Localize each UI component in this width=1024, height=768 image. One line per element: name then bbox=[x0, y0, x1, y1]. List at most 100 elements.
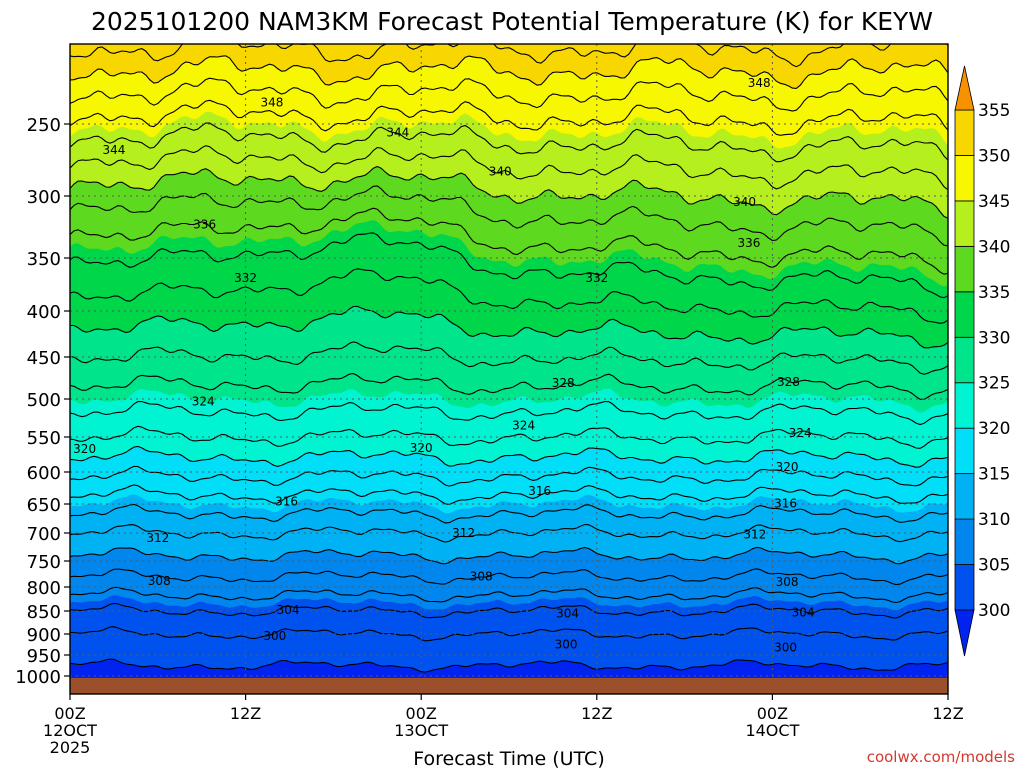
colorbar-band bbox=[954, 518, 975, 565]
contour-label: 324 bbox=[192, 394, 215, 408]
colorbar-band bbox=[954, 109, 975, 156]
contour-label: 324 bbox=[789, 426, 812, 440]
contour-line-340 bbox=[70, 165, 948, 219]
colorbar-label: 305 bbox=[978, 556, 1010, 576]
contour-label: 316 bbox=[528, 484, 551, 498]
contour-label: 336 bbox=[738, 236, 761, 250]
colorbar-band bbox=[954, 155, 975, 202]
contour-line-346 bbox=[70, 99, 948, 136]
y-tick-label: 350 bbox=[27, 249, 61, 270]
y-tick-label: 250 bbox=[27, 115, 61, 136]
contour-label: 300 bbox=[263, 629, 286, 643]
contour-line-308 bbox=[70, 568, 948, 586]
contour-label: 332 bbox=[585, 271, 608, 285]
colorbar-label: 335 bbox=[978, 283, 1010, 303]
contour-line-352 bbox=[70, 44, 948, 68]
colorbar-band bbox=[954, 427, 975, 475]
contour-label: 316 bbox=[774, 496, 797, 510]
contour-label: 304 bbox=[277, 603, 300, 617]
contour-line-314 bbox=[70, 503, 948, 524]
x-tick-label: 13OCT bbox=[394, 721, 448, 740]
contour-line-302 bbox=[70, 626, 948, 642]
contour-label: 320 bbox=[776, 460, 799, 474]
x-tick-label: 12Z bbox=[932, 704, 963, 723]
contour-label: 312 bbox=[146, 531, 169, 545]
contour-label: 328 bbox=[777, 375, 800, 389]
x-tick-label: 12Z bbox=[230, 704, 261, 723]
colorbar-band bbox=[954, 245, 975, 293]
y-tick-label: 550 bbox=[27, 428, 61, 449]
contour-line-342 bbox=[70, 145, 948, 191]
x-tick-label: 00Z bbox=[757, 704, 788, 723]
contour-line-316 bbox=[70, 484, 948, 505]
x-tick-label: 00Z bbox=[54, 704, 85, 723]
contour-line-300 bbox=[70, 658, 948, 673]
colorbar-label: 345 bbox=[978, 192, 1010, 212]
x-axis-label: Forecast Time (UTC) bbox=[413, 748, 604, 768]
contour-line-350 bbox=[70, 55, 948, 89]
x-tick-label: 12Z bbox=[581, 704, 612, 723]
colorbar-band bbox=[954, 382, 975, 429]
y-tick-label: 950 bbox=[27, 646, 61, 667]
colorbar-label: 325 bbox=[978, 374, 1010, 394]
colorbar-label: 355 bbox=[978, 101, 1010, 121]
contour-label: 348 bbox=[748, 76, 771, 90]
y-tick-label: 800 bbox=[27, 578, 61, 599]
chart-title: 2025101200 NAM3KM Forecast Potential Tem… bbox=[91, 7, 933, 36]
contour-line-312 bbox=[70, 523, 948, 543]
contour-label: 344 bbox=[102, 143, 125, 157]
contour-label: 324 bbox=[512, 419, 535, 433]
contour-label: 304 bbox=[556, 606, 579, 620]
contour-line-338 bbox=[70, 185, 948, 247]
y-tick-label: 300 bbox=[27, 187, 61, 208]
x-tick-label: 00Z bbox=[406, 704, 437, 723]
plot-frame bbox=[69, 43, 949, 695]
contour-line-344 bbox=[70, 122, 948, 163]
y-tick-label: 900 bbox=[27, 625, 61, 646]
contour-label: 328 bbox=[552, 376, 575, 390]
theta-fill-350 bbox=[70, 44, 948, 89]
colorbar-band bbox=[954, 291, 975, 338]
contour-label: 332 bbox=[234, 271, 257, 285]
contour-line-326 bbox=[70, 373, 948, 400]
contour-line-348 bbox=[70, 77, 948, 112]
y-tick-label: 1000 bbox=[15, 667, 61, 688]
contour-label: 312 bbox=[452, 526, 475, 540]
contour-label: 348 bbox=[260, 96, 283, 110]
contour-label: 304 bbox=[792, 605, 815, 619]
colorbar-label: 315 bbox=[978, 465, 1010, 485]
contour-line-328 bbox=[70, 341, 948, 375]
colorbar-band bbox=[954, 336, 975, 384]
contour-label: 320 bbox=[73, 442, 96, 456]
contour-label: 312 bbox=[743, 528, 766, 542]
colorbar-high-arrow bbox=[954, 65, 975, 111]
contour-label: 308 bbox=[470, 570, 493, 584]
contour-line-332 bbox=[70, 268, 948, 324]
colorbar-band bbox=[954, 564, 975, 611]
ground-strip bbox=[70, 678, 948, 694]
contour-label: 320 bbox=[410, 441, 433, 455]
colorbar-low-arrow bbox=[954, 609, 975, 657]
contour-line-334 bbox=[70, 232, 948, 299]
contour-label: 308 bbox=[776, 575, 799, 589]
contour-label: 308 bbox=[148, 574, 171, 588]
contour-label: 316 bbox=[275, 494, 298, 508]
contour-line-310 bbox=[70, 546, 948, 565]
y-tick-label: 600 bbox=[27, 463, 61, 484]
contour-label: 336 bbox=[193, 218, 216, 232]
colorbar-label: 320 bbox=[978, 419, 1010, 439]
colorbar-label: 300 bbox=[978, 601, 1010, 621]
y-tick-label: 650 bbox=[27, 495, 61, 516]
y-tick-label: 700 bbox=[27, 524, 61, 545]
contour-line-306 bbox=[70, 586, 948, 604]
contour-line-318 bbox=[70, 465, 948, 487]
contour-label: 340 bbox=[733, 195, 756, 209]
y-tick-label: 750 bbox=[27, 552, 61, 573]
colorbar-label: 350 bbox=[978, 146, 1010, 166]
contour-line-322 bbox=[70, 425, 948, 449]
credit-link[interactable]: coolwx.com/models bbox=[867, 748, 1015, 766]
colorbar-label: 340 bbox=[978, 237, 1010, 257]
colorbar-band bbox=[954, 473, 975, 520]
y-tick-label: 500 bbox=[27, 390, 61, 411]
